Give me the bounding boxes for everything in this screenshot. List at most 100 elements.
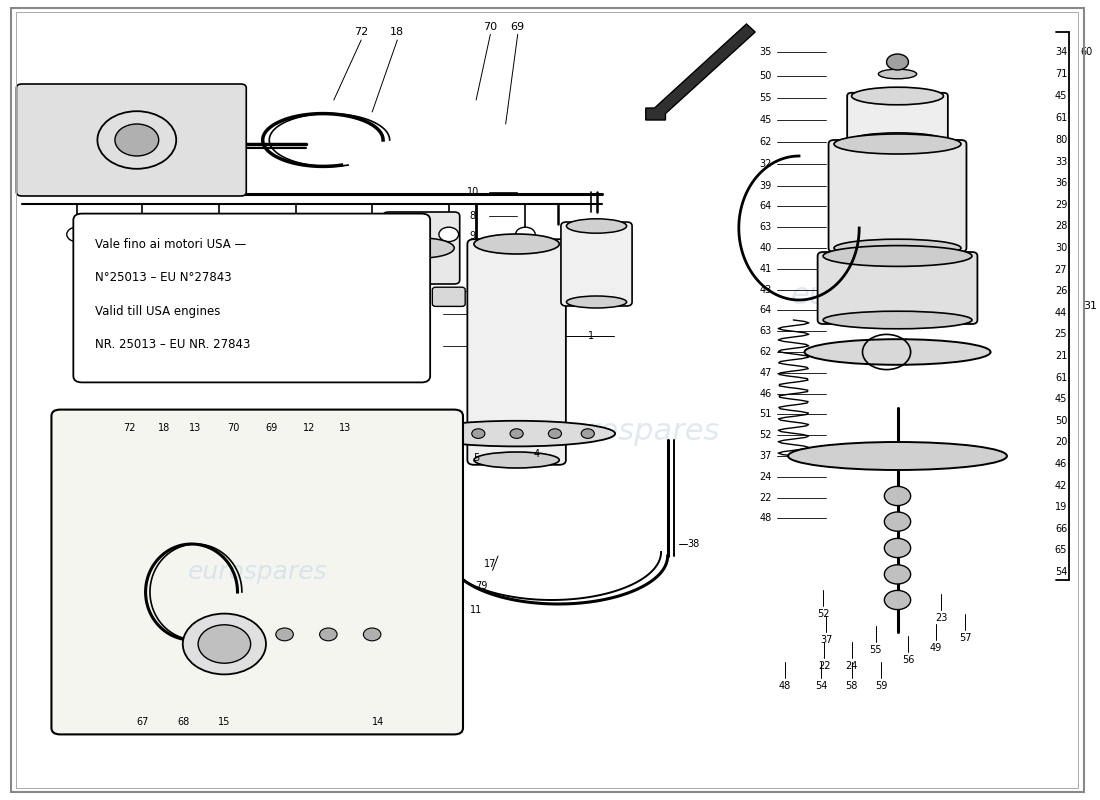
- Text: eurospares: eurospares: [155, 418, 326, 446]
- Text: 51: 51: [759, 410, 771, 419]
- Text: 10: 10: [466, 187, 478, 197]
- Text: 23: 23: [935, 613, 947, 622]
- Text: 55: 55: [759, 93, 771, 102]
- Text: 79: 79: [475, 581, 487, 590]
- Text: 63: 63: [759, 222, 771, 232]
- Text: 20: 20: [1055, 438, 1067, 447]
- Text: 44: 44: [1055, 308, 1067, 318]
- Circle shape: [887, 54, 909, 70]
- Text: 42: 42: [1055, 481, 1067, 490]
- Text: 18: 18: [158, 423, 170, 433]
- Text: 50: 50: [759, 71, 771, 81]
- Text: 62: 62: [759, 347, 771, 357]
- Text: 17: 17: [484, 559, 496, 569]
- Text: 15: 15: [218, 717, 231, 726]
- Text: 13: 13: [189, 423, 201, 433]
- Text: 30: 30: [1055, 243, 1067, 253]
- Circle shape: [114, 124, 158, 156]
- Circle shape: [510, 429, 524, 438]
- Ellipse shape: [851, 133, 944, 147]
- Text: 38: 38: [688, 539, 700, 549]
- Circle shape: [472, 429, 485, 438]
- Text: 9: 9: [470, 231, 476, 241]
- Text: 24: 24: [759, 472, 771, 482]
- Text: 67: 67: [136, 717, 149, 726]
- Text: N°25013 – EU N°27843: N°25013 – EU N°27843: [96, 271, 232, 284]
- Text: 35: 35: [759, 47, 771, 57]
- Ellipse shape: [418, 421, 615, 446]
- Text: 57: 57: [959, 634, 971, 643]
- Text: 81: 81: [340, 278, 352, 288]
- Text: 70: 70: [483, 22, 497, 32]
- Circle shape: [884, 538, 911, 558]
- FancyBboxPatch shape: [52, 410, 463, 734]
- Circle shape: [516, 227, 536, 242]
- Text: 76: 76: [375, 307, 387, 317]
- Text: 47: 47: [759, 368, 771, 378]
- Text: 5: 5: [473, 453, 480, 462]
- Text: 63: 63: [759, 326, 771, 336]
- FancyBboxPatch shape: [74, 214, 430, 382]
- Circle shape: [884, 565, 911, 584]
- Text: 61: 61: [1055, 373, 1067, 382]
- Text: 39: 39: [759, 181, 771, 190]
- Circle shape: [439, 429, 452, 438]
- Ellipse shape: [474, 452, 559, 468]
- Text: 18: 18: [390, 27, 405, 37]
- Text: 77: 77: [375, 350, 387, 360]
- Text: 54: 54: [1055, 567, 1067, 577]
- Circle shape: [581, 429, 594, 438]
- Ellipse shape: [851, 87, 944, 105]
- Circle shape: [209, 227, 229, 242]
- Text: 47: 47: [839, 347, 850, 357]
- Text: 60: 60: [1080, 47, 1092, 57]
- Text: 69: 69: [510, 22, 525, 32]
- Ellipse shape: [823, 246, 972, 266]
- Circle shape: [276, 628, 294, 641]
- Text: 31: 31: [1084, 302, 1098, 311]
- Text: 72: 72: [354, 27, 368, 37]
- Text: 13: 13: [339, 423, 351, 433]
- Text: 64: 64: [759, 306, 771, 315]
- Circle shape: [363, 628, 381, 641]
- Text: 32: 32: [759, 159, 771, 169]
- FancyBboxPatch shape: [16, 84, 246, 196]
- Ellipse shape: [388, 238, 454, 258]
- FancyBboxPatch shape: [468, 239, 565, 465]
- Text: eurospares: eurospares: [791, 282, 960, 310]
- Text: 78: 78: [375, 329, 387, 338]
- Text: 46: 46: [759, 389, 771, 398]
- Text: 74: 74: [368, 285, 381, 294]
- Text: 19: 19: [1055, 502, 1067, 512]
- Text: 56: 56: [902, 655, 914, 665]
- Ellipse shape: [566, 218, 627, 234]
- Text: 75: 75: [394, 285, 407, 294]
- Text: 16: 16: [402, 431, 414, 441]
- Text: 43: 43: [759, 285, 771, 294]
- Circle shape: [132, 227, 152, 242]
- Text: 27: 27: [1055, 265, 1067, 274]
- FancyBboxPatch shape: [847, 93, 948, 143]
- Text: 24: 24: [846, 661, 858, 670]
- Text: 37: 37: [821, 635, 833, 645]
- FancyBboxPatch shape: [828, 140, 967, 252]
- Text: eurospares: eurospares: [187, 560, 327, 584]
- Circle shape: [183, 614, 266, 674]
- Text: 14: 14: [372, 717, 384, 726]
- Text: 3: 3: [419, 450, 425, 459]
- Text: 80: 80: [1055, 135, 1067, 145]
- Text: 29: 29: [1055, 200, 1067, 210]
- Text: 55: 55: [869, 645, 882, 654]
- FancyBboxPatch shape: [817, 252, 978, 324]
- Text: 52: 52: [883, 451, 894, 461]
- Circle shape: [884, 512, 911, 531]
- Text: 66: 66: [1055, 524, 1067, 534]
- Text: 58: 58: [846, 682, 858, 691]
- FancyBboxPatch shape: [377, 287, 410, 306]
- FancyBboxPatch shape: [383, 212, 460, 284]
- Text: 6: 6: [424, 286, 430, 296]
- Text: 50: 50: [1055, 416, 1067, 426]
- Text: 65: 65: [1055, 546, 1067, 555]
- Text: 37: 37: [759, 451, 771, 461]
- Text: 45: 45: [1055, 394, 1067, 404]
